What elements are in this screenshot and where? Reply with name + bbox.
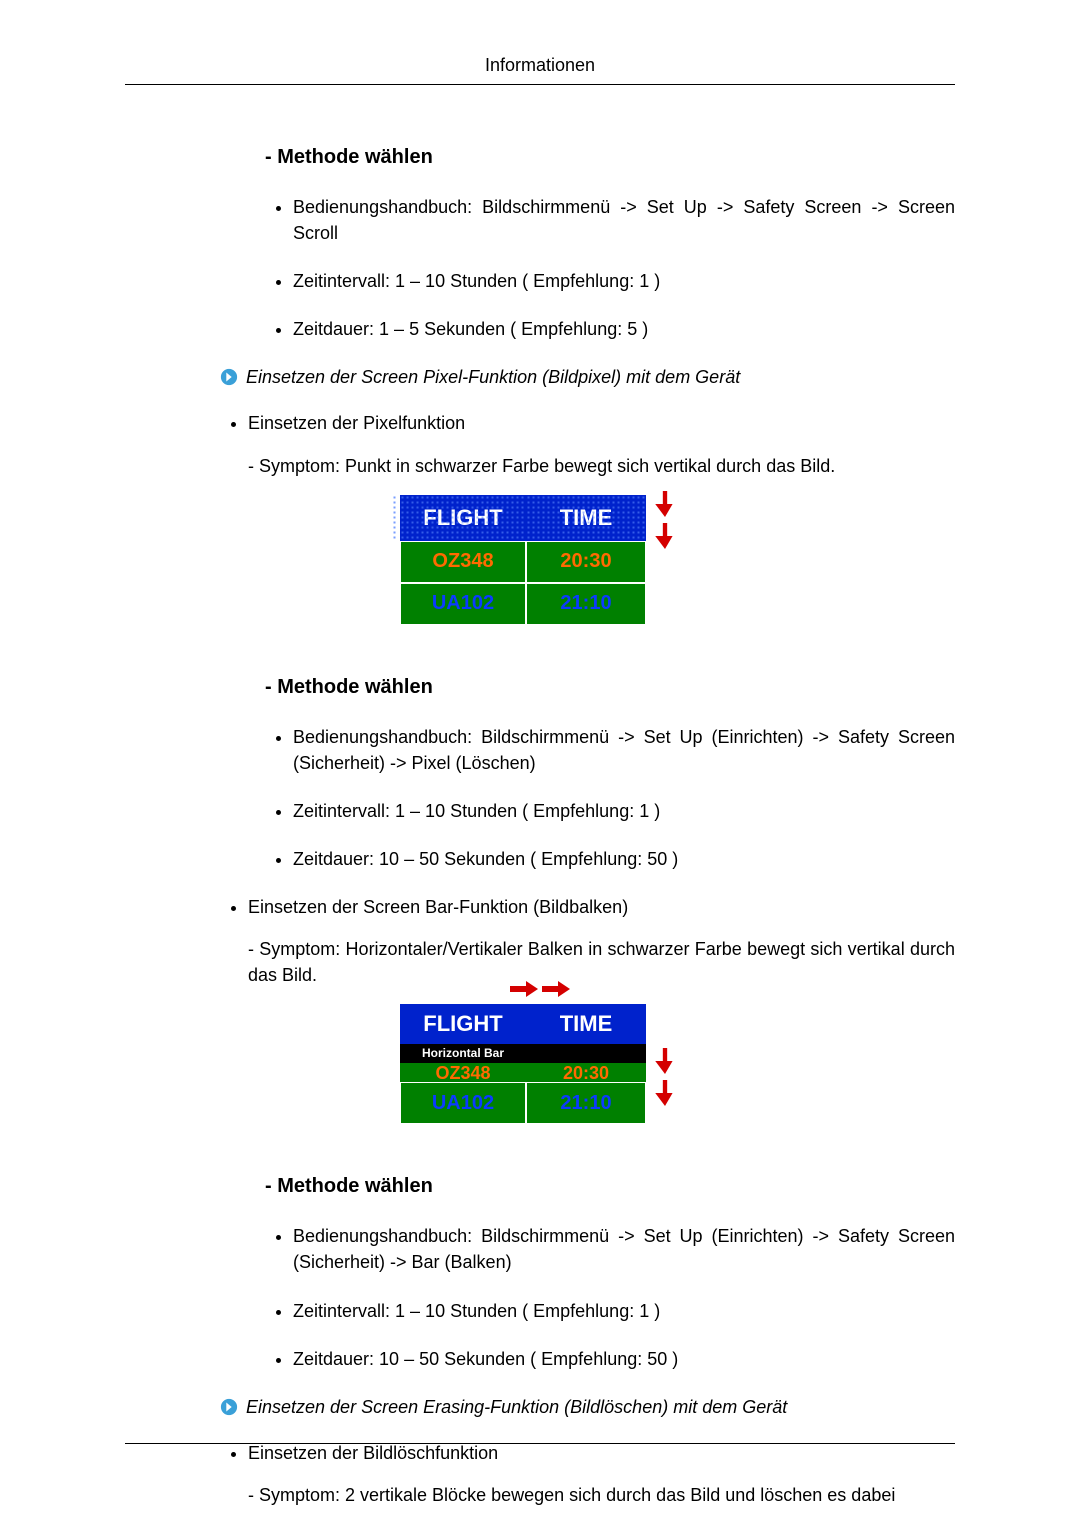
s3-item-2: Zeitdauer: 10 – 50 Sekunden ( Empfehlung… — [293, 1346, 955, 1372]
note-arrow-icon-2 — [220, 1398, 238, 1416]
rule-bottom — [125, 1443, 955, 1444]
bar-symptom: - Symptom: Horizontaler/Vertikaler Balke… — [248, 936, 955, 988]
s1-item-2: Zeitdauer: 1 – 5 Sekunden ( Empfehlung: … — [293, 316, 955, 342]
fig1-head-b: TIME — [560, 505, 613, 530]
s1-item-1: Zeitintervall: 1 – 10 Stunden ( Empfehlu… — [293, 268, 955, 294]
section1-title: - Methode wählen — [265, 143, 955, 172]
pixel-symptom: - Symptom: Punkt in schwarzer Farbe bewe… — [248, 453, 955, 479]
note-pixel-text: Einsetzen der Screen Pixel-Funktion (Bil… — [246, 364, 740, 390]
page-header: Informationen — [125, 55, 955, 76]
fig1-r0-a: OZ348 — [400, 541, 526, 583]
section3-title: - Methode wählen — [265, 1172, 955, 1201]
fig1-head-a: FLIGHT — [423, 505, 502, 530]
note-pixel: Einsetzen der Screen Pixel-Funktion (Bil… — [220, 364, 955, 390]
s2-item-0: Bedienungshandbuch: Bildschirmmenü -> Se… — [293, 724, 955, 776]
right-arrows-icon — [510, 980, 570, 998]
down-arrows-icon — [654, 491, 676, 549]
section2-title: - Methode wählen — [265, 673, 955, 702]
fig1-r1-a: UA102 — [400, 583, 526, 625]
fig2-head-b: TIME — [526, 1004, 646, 1044]
down-arrows-icon-2 — [654, 1048, 676, 1106]
fig2-r1-a: UA102 — [400, 1082, 526, 1124]
fig1-r0-b: 20:30 — [526, 541, 646, 583]
figure-bar: FLIGHT TIME Horizontal Bar OZ348 20:30 — [400, 1004, 680, 1124]
figure-pixel: FLIGHT TIME OZ348 20:30 UA102 21:10 — [400, 495, 680, 625]
note-erase: Einsetzen der Screen Erasing-Funktion (B… — [220, 1394, 955, 1420]
note-arrow-icon — [220, 368, 238, 386]
pixel-fn-bullet: Einsetzen der Pixelfunktion — [248, 410, 955, 436]
s3-item-1: Zeitintervall: 1 – 10 Stunden ( Empfehlu… — [293, 1298, 955, 1324]
erase-symptom: - Symptom: 2 vertikale Blöcke bewegen si… — [248, 1482, 955, 1508]
fig2-r0-b: 20:30 — [526, 1063, 646, 1082]
s2-item-1: Zeitintervall: 1 – 10 Stunden ( Empfehlu… — [293, 798, 955, 824]
note-erase-text: Einsetzen der Screen Erasing-Funktion (B… — [246, 1394, 787, 1420]
fig2-r0-a: OZ348 — [400, 1063, 526, 1082]
s3-item-0: Bedienungshandbuch: Bildschirmmenü -> Se… — [293, 1223, 955, 1275]
fig2-head-a: FLIGHT — [400, 1004, 526, 1044]
rule-top — [125, 84, 955, 85]
s2-item-2: Zeitdauer: 10 – 50 Sekunden ( Empfehlung… — [293, 846, 955, 872]
bar-fn-bullet: Einsetzen der Screen Bar-Funktion (Bildb… — [248, 894, 955, 920]
fig2-r1-b: 21:10 — [526, 1082, 646, 1124]
s1-item-0: Bedienungshandbuch: Bildschirmmenü -> Se… — [293, 194, 955, 246]
fig1-r1-b: 21:10 — [526, 583, 646, 625]
